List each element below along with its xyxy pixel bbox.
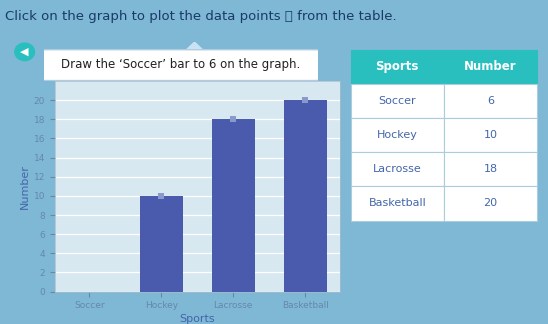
FancyBboxPatch shape (36, 50, 323, 81)
Text: ◀: ◀ (20, 47, 29, 57)
Bar (284, 100, 327, 292)
Bar (212, 119, 255, 292)
Text: Draw the ‘Soccer’ bar to 6 on the graph.: Draw the ‘Soccer’ bar to 6 on the graph. (61, 58, 300, 71)
Polygon shape (181, 42, 208, 55)
Y-axis label: Number: Number (19, 164, 30, 209)
Circle shape (15, 43, 35, 61)
Bar (140, 196, 183, 292)
X-axis label: Sports: Sports (179, 315, 215, 324)
Text: Click on the graph to plot the data points ➕ from the table.: Click on the graph to plot the data poin… (5, 10, 397, 23)
